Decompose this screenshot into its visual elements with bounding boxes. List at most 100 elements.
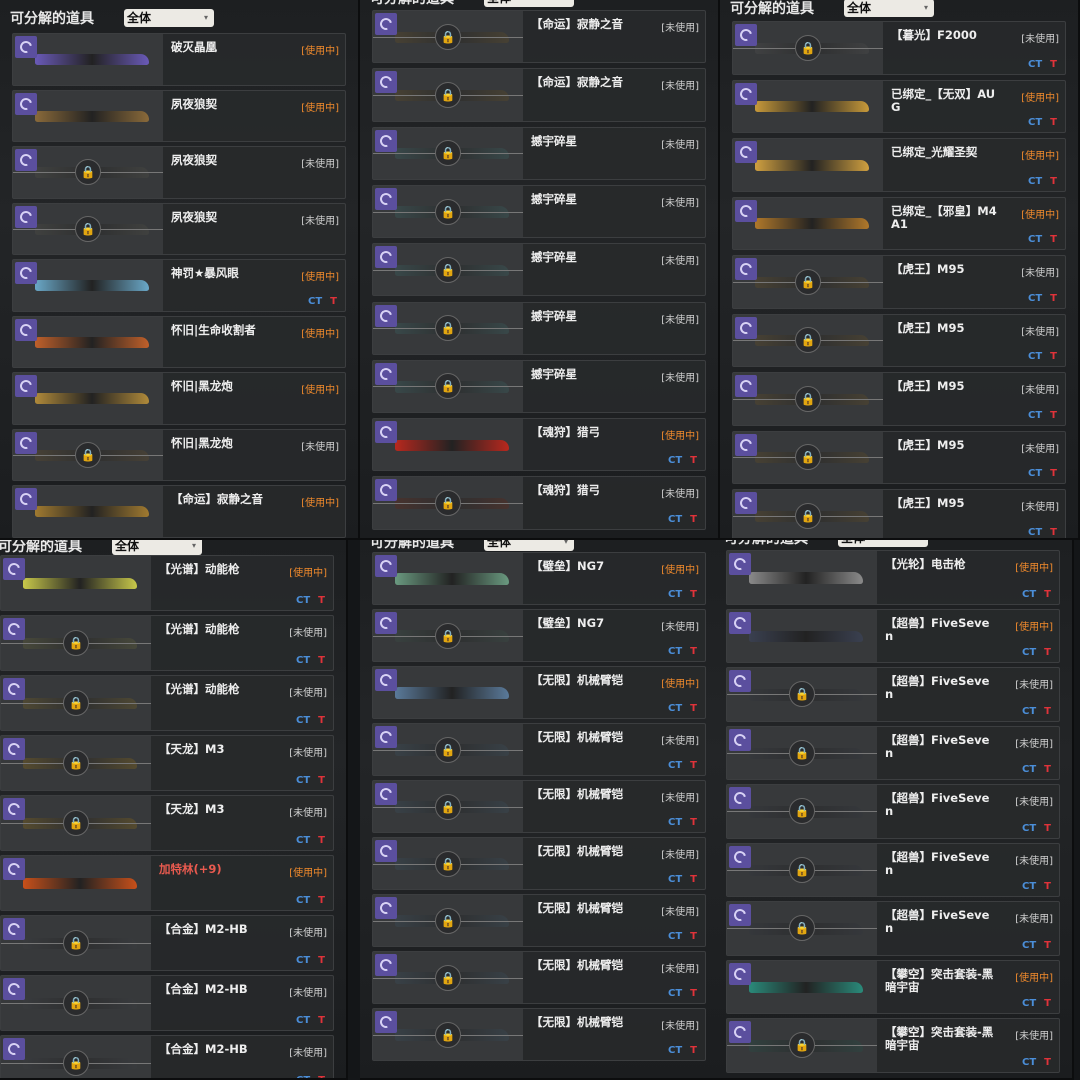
item-row[interactable]: 怀旧|黑龙炮 [使用中] <box>12 372 346 425</box>
item-row[interactable]: 🔒 【光谱】动能枪 [未使用] CT T <box>0 615 334 671</box>
item-row[interactable]: 🔒 撼宇碎星 [未使用] <box>372 359 706 414</box>
lock-icon: 🔒 <box>63 690 89 716</box>
item-row[interactable]: 🔒 【暮光】F2000 [未使用] CT T <box>732 21 1066 75</box>
item-type-badge-icon <box>735 433 757 456</box>
item-thumbnail: 🔒 <box>373 895 523 946</box>
item-name: 已绑定_光耀圣契 <box>891 145 978 159</box>
item-row[interactable]: 🔒 【攀空】突击套装-黑暗宇宙 [未使用] CT T <box>726 1018 1060 1073</box>
item-row[interactable]: 🔒 【光谱】动能枪 [未使用] CT T <box>0 675 334 731</box>
lock-icon: 🔒 <box>789 681 815 708</box>
item-name: 【命运】寂静之音 <box>531 75 623 90</box>
item-row[interactable]: 🔒 【无限】机械臂铠 [未使用] CT T <box>372 723 706 776</box>
feather-icon <box>377 842 395 860</box>
item-row[interactable]: 🔒 撼宇碎星 [未使用] <box>372 243 706 297</box>
item-row[interactable]: 【攀空】突击套装-黑暗宇宙 [使用中] CT T <box>726 959 1060 1014</box>
item-status: [未使用] <box>289 628 327 639</box>
item-type-badge-icon <box>375 612 397 634</box>
panel-title: 可分解的道具 <box>10 11 94 27</box>
item-name: 【无限】机械臂铠 <box>531 1015 623 1029</box>
item-row[interactable]: 夙夜狼契 [使用中] <box>12 89 346 142</box>
item-row[interactable]: 神罚★暴风眼 [使用中] CT T <box>12 259 346 312</box>
item-row[interactable]: 🔒 【虎王】M95 [未使用] CT T <box>732 372 1066 426</box>
item-thumbnail <box>1 556 151 610</box>
filter-dropdown[interactable]: 全体 ▾ <box>484 540 574 551</box>
item-row[interactable]: 🔒 【天龙】M3 [未使用] CT T <box>0 795 334 851</box>
item-row[interactable]: 🔒 【命运】寂静之音 [未使用] <box>372 68 706 122</box>
item-info: 【超兽】FiveSeven [未使用] CT T <box>877 844 1059 897</box>
item-status: [使用中] <box>289 868 327 879</box>
filter-dropdown[interactable]: 全体 ▾ <box>112 540 202 555</box>
feather-icon <box>5 620 23 638</box>
lock-icon: 🔒 <box>789 1032 815 1059</box>
item-row[interactable]: 🔒 【璧垒】NG7 [未使用] CT T <box>372 609 706 662</box>
feather-icon <box>377 15 395 33</box>
item-status: [未使用] <box>661 372 699 384</box>
item-row[interactable]: 怀旧|生命收割者 [使用中] <box>12 315 346 368</box>
item-row[interactable]: 🔒 【无限】机械臂铠 [未使用] CT T <box>372 894 706 947</box>
feather-icon <box>737 377 755 395</box>
item-row[interactable]: 🔒 【合金】M2-HB [未使用] CT T <box>0 915 334 971</box>
item-status: [未使用] <box>1021 34 1059 45</box>
item-name: 【虎王】M95 <box>891 437 965 452</box>
item-row[interactable]: 🔒 夙夜狼契 [未使用] <box>12 202 346 255</box>
item-row[interactable]: 🔒 撼宇碎星 [未使用] <box>372 126 706 180</box>
item-type-badge-icon <box>3 978 25 1000</box>
item-thumbnail: 🔒 <box>373 127 523 179</box>
item-row[interactable]: 🔒 【魂狩】猎弓 [未使用] CT T <box>372 476 706 530</box>
item-row[interactable]: 🔒 【命运】寂静之音 [未使用] <box>372 10 706 64</box>
item-row[interactable]: 🔒 【超兽】FiveSeven [未使用] CT T <box>726 667 1060 722</box>
item-row[interactable]: 🔒 【无限】机械臂铠 [未使用] CT T <box>372 837 706 890</box>
filter-dropdown[interactable]: 全体 ▾ <box>484 0 574 7</box>
item-row[interactable]: 加特林(+9) [使用中] CT T <box>0 855 334 911</box>
item-row[interactable]: 🔒 【无限】机械臂铠 [未使用] CT T <box>372 951 706 1004</box>
item-row[interactable]: 🔒 【合金】M2-HB [未使用] CT T <box>0 1035 334 1078</box>
item-row[interactable]: 🔒 【虎王】M95 [未使用] CT T <box>732 313 1066 367</box>
item-row[interactable]: 已绑定_光耀圣契 [使用中] CT T <box>732 138 1066 192</box>
item-row[interactable]: 🔒 【虎王】M95 [未使用] CT T <box>732 489 1066 538</box>
item-row[interactable]: 🔒 【超兽】FiveSeven [未使用] CT T <box>726 901 1060 956</box>
item-row[interactable]: 🔒 【无限】机械臂铠 [未使用] CT T <box>372 1008 706 1061</box>
filter-dropdown[interactable]: 全体 ▾ <box>838 540 928 547</box>
item-row[interactable]: 【命运】寂静之音 [使用中] <box>12 485 346 538</box>
filter-dropdown[interactable]: 全体 ▾ <box>844 0 934 17</box>
item-row[interactable]: 【光轮】电击枪 [使用中] CT T <box>726 550 1060 605</box>
team-tags: CT T <box>1022 823 1051 835</box>
item-row[interactable]: 🔒 撼宇碎星 [未使用] <box>372 301 706 355</box>
feather-icon <box>737 143 755 161</box>
item-row[interactable]: 🔒 夙夜狼契 [未使用] <box>12 146 346 199</box>
item-status: [未使用] <box>301 215 339 227</box>
item-row[interactable]: 🔒 【天龙】M3 [未使用] CT T <box>0 735 334 791</box>
team-tags: CT T <box>296 595 325 607</box>
item-row[interactable]: 🔒 【超兽】FiveSeven [未使用] CT T <box>726 842 1060 897</box>
item-row[interactable]: 🔒 怀旧|黑龙炮 [未使用] <box>12 428 346 481</box>
weapon-image <box>35 54 149 66</box>
item-info: 【虎王】M95 [未使用] CT T <box>883 373 1065 425</box>
filter-dropdown[interactable]: 全体 ▾ <box>124 9 214 27</box>
team-tags: CT T <box>1028 59 1057 71</box>
item-row[interactable]: 破灭晶凰 [使用中] <box>12 33 346 86</box>
item-status: [使用中] <box>661 565 699 576</box>
panel-header: 可分解的道具 全体 ▾ <box>10 8 214 28</box>
item-row[interactable]: 【无限】机械臂铠 [使用中] CT T <box>372 666 706 719</box>
item-row[interactable]: 🔒 【无限】机械臂铠 [未使用] CT T <box>372 780 706 833</box>
item-row[interactable]: 已绑定_【无双】AUG [使用中] CT T <box>732 79 1066 133</box>
item-row[interactable]: 🔒 【虎王】M95 [未使用] CT T <box>732 430 1066 484</box>
item-status: [使用中] <box>301 46 339 57</box>
item-row[interactable]: 【魂狩】猎弓 [使用中] CT T <box>372 418 706 472</box>
item-row[interactable]: 🔒 【超兽】FiveSeven [未使用] CT T <box>726 784 1060 839</box>
item-row[interactable]: 🔒 【超兽】FiveSeven [未使用] CT T <box>726 725 1060 780</box>
item-row[interactable]: 🔒 撼宇碎星 [未使用] <box>372 184 706 239</box>
item-info: 【无限】机械臂铠 [未使用] CT T <box>523 724 705 775</box>
item-info: 【虎王】M95 [未使用] CT T <box>883 315 1065 367</box>
item-row[interactable]: 【超兽】FiveSeven [使用中] CT T <box>726 608 1060 663</box>
feather-icon <box>731 965 749 982</box>
ct-tag: CT <box>668 817 683 828</box>
feather-icon <box>737 494 755 512</box>
item-row[interactable]: 已绑定_【邪皇】M4A1 [使用中] CT T <box>732 196 1066 250</box>
item-row[interactable]: 【璧垒】NG7 [使用中] CT T <box>372 552 706 605</box>
item-row[interactable]: 【光谱】动能枪 [使用中] CT T <box>0 555 334 611</box>
item-row[interactable]: 🔒 【虎王】M95 [未使用] CT T <box>732 255 1066 309</box>
feather-icon <box>17 208 35 225</box>
t-tag: T <box>1050 58 1057 70</box>
item-row[interactable]: 🔒 【合金】M2-HB [未使用] CT T <box>0 975 334 1031</box>
